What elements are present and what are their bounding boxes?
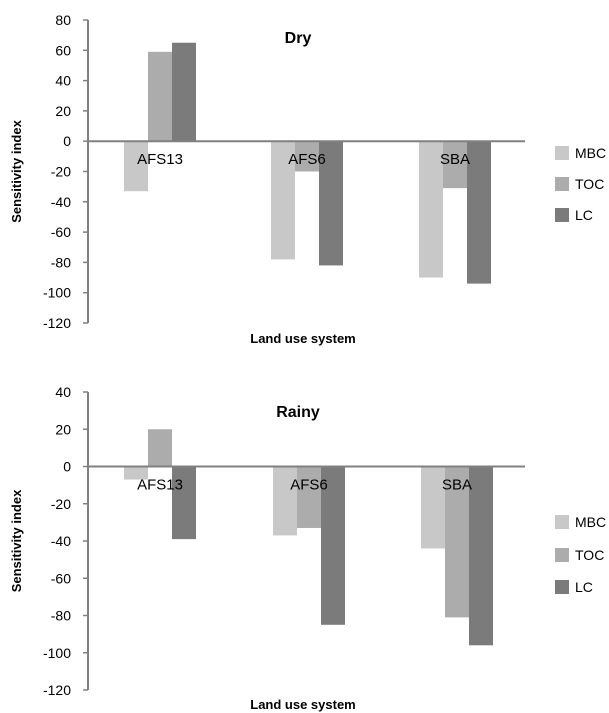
legend-label-toc: TOC [575, 176, 604, 192]
category-label: AFS13 [137, 151, 183, 168]
category-label: SBA [442, 477, 472, 494]
category-label: SBA [440, 151, 470, 168]
bar-mbc-afs13 [124, 141, 148, 192]
bar-toc-afs6 [297, 466, 321, 528]
bar-lc-afs13 [172, 42, 196, 142]
category-label: AFS6 [290, 477, 328, 494]
y-axis-label: Sensitivity index [9, 489, 24, 592]
y-tick-label: 0 [63, 133, 71, 149]
bar-lc-sba [469, 466, 493, 646]
y-tick-label: -100 [43, 285, 71, 301]
x-axis-label: Land use system [250, 331, 356, 346]
y-tick-label: 80 [55, 12, 71, 28]
bar-lc-afs6 [319, 141, 343, 266]
bar-mbc-sba [421, 466, 445, 549]
y-tick-label: 60 [55, 42, 71, 58]
bar-mbc-sba [419, 141, 443, 278]
y-tick-label: -60 [51, 224, 71, 240]
chart-title: Rainy [276, 404, 320, 421]
y-axis-label: Sensitivity index [9, 119, 24, 222]
chart-panel-rainy: 40 20 0 -20 -40 -60 -80 -100 -120 AFS13 AFS6 SBA Rai… [9, 384, 606, 712]
legend-swatch-toc [555, 548, 569, 562]
bar-toc-sba [445, 466, 469, 618]
y-tick-label: -40 [51, 533, 71, 549]
y-tick-label: -20 [51, 164, 71, 180]
legend-swatch-lc [555, 208, 569, 222]
y-tick-label: -100 [43, 645, 71, 661]
bar-lc-afs13 [172, 466, 196, 540]
y-tick-label: -80 [51, 608, 71, 624]
legend-label-mbc: MBC [575, 514, 606, 530]
bar-lc-sba [467, 141, 491, 284]
bar-toc-afs13 [148, 51, 172, 142]
legend-swatch-mbc [555, 146, 569, 160]
y-tick-label: 20 [55, 421, 71, 437]
bar-mbc-afs6 [273, 466, 297, 536]
bar-mbc-afs13 [124, 466, 148, 480]
y-tick-label: -60 [51, 570, 71, 586]
bar-toc-afs13 [148, 429, 172, 467]
y-tick-label: -20 [51, 496, 71, 512]
bar-toc-sba [443, 141, 467, 189]
y-tick-label: 20 [55, 103, 71, 119]
y-tick-label: -120 [43, 682, 71, 698]
chart-title: Dry [285, 30, 312, 47]
category-label: AFS6 [288, 151, 326, 168]
y-tick-label: -80 [51, 254, 71, 270]
bar-toc-afs6 [295, 141, 319, 172]
y-tick-label: -40 [51, 194, 71, 210]
y-tick-label: 40 [55, 73, 71, 89]
legend-label-toc: TOC [575, 547, 604, 563]
y-tick-label: 40 [55, 384, 71, 400]
legend-label-lc: LC [575, 579, 593, 595]
category-label: AFS13 [137, 477, 183, 494]
legend-label-lc: LC [575, 207, 593, 223]
legend-swatch-mbc [555, 515, 569, 529]
bar-mbc-afs6 [271, 141, 295, 260]
y-tick-label: -120 [43, 315, 71, 331]
x-axis-label: Land use system [250, 697, 356, 712]
chart-panel-dry: 80 60 40 20 0 -20 -40 -60 -80 -100 -120 AFS13 AFS6 SB… [9, 12, 606, 346]
legend-swatch-lc [555, 580, 569, 594]
y-tick-label: 0 [63, 459, 71, 475]
legend-swatch-toc [555, 177, 569, 191]
legend-label-mbc: MBC [575, 145, 606, 161]
bar-lc-afs6 [321, 466, 345, 625]
